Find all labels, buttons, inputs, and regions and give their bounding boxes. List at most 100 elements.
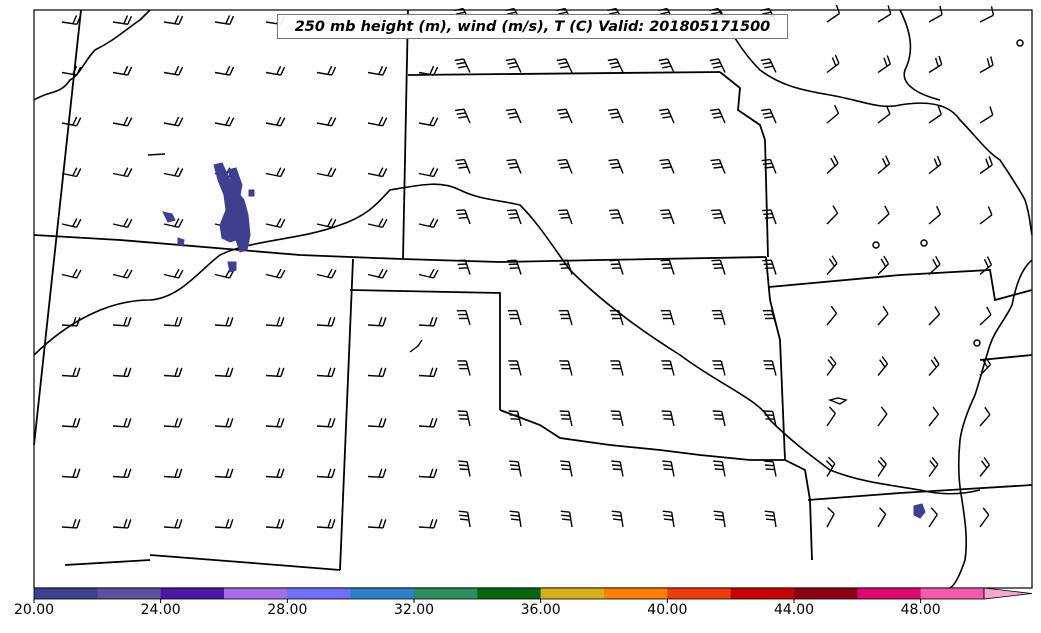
colorbar-segment bbox=[857, 588, 922, 599]
wind-barb bbox=[979, 306, 992, 326]
wind-barb bbox=[508, 360, 522, 376]
wind-barb bbox=[367, 268, 388, 279]
wind-barb bbox=[710, 158, 726, 174]
wind-barb bbox=[509, 460, 522, 477]
wind-barb bbox=[713, 510, 726, 528]
wind-barb bbox=[367, 65, 388, 76]
wind-barb bbox=[418, 367, 438, 378]
wind-barb bbox=[658, 58, 675, 73]
colorbar-segment bbox=[34, 588, 98, 599]
shading-blob bbox=[227, 261, 237, 273]
wind-barb bbox=[763, 360, 777, 376]
wind-barb bbox=[316, 268, 337, 279]
wind-barb bbox=[558, 309, 573, 326]
wind-barb bbox=[505, 58, 522, 73]
wind-barb bbox=[316, 167, 337, 178]
colorbar-segment bbox=[667, 588, 732, 599]
wind-barb bbox=[928, 507, 938, 528]
wind-barb bbox=[608, 158, 624, 174]
wind-barb bbox=[163, 468, 183, 479]
wind-barb bbox=[979, 206, 993, 225]
wind-barb bbox=[418, 316, 438, 327]
wind-barb bbox=[61, 367, 81, 378]
wind-barb bbox=[265, 417, 285, 428]
wind-barb bbox=[418, 116, 439, 127]
wind-barb bbox=[507, 259, 522, 275]
wind-barb bbox=[826, 205, 839, 225]
wind-barb bbox=[763, 410, 777, 427]
wind-barb bbox=[826, 54, 840, 74]
map-title: 250 mb height (m), wind (m/s), T (C) Val… bbox=[277, 14, 788, 39]
wind-barb bbox=[367, 518, 387, 529]
wind-barb bbox=[61, 167, 82, 178]
wind-barb bbox=[928, 5, 943, 23]
wind-barb bbox=[265, 316, 285, 327]
wind-barb bbox=[928, 406, 939, 427]
wind-barb bbox=[979, 406, 991, 427]
wind-barb bbox=[163, 167, 184, 178]
wind-barb bbox=[112, 15, 133, 25]
wind-barb bbox=[112, 167, 133, 178]
wind-barb bbox=[661, 360, 675, 376]
wind-barb bbox=[557, 209, 573, 225]
wind-barb bbox=[760, 58, 777, 73]
wind-barb bbox=[265, 367, 285, 378]
colorbar-tick-label: 44.00 bbox=[773, 602, 815, 618]
wind-barb bbox=[418, 518, 438, 529]
wind-barb bbox=[877, 55, 891, 74]
wind-barb bbox=[507, 309, 522, 326]
wind-barb bbox=[214, 367, 234, 378]
colorbar-segment bbox=[920, 588, 985, 599]
wind-barb bbox=[316, 417, 336, 428]
wind-barb bbox=[710, 209, 726, 225]
wind-barb bbox=[610, 410, 624, 427]
wind-barb bbox=[316, 367, 336, 378]
wind-barb bbox=[214, 15, 235, 25]
wind-barb bbox=[214, 316, 234, 327]
wind-barb bbox=[112, 468, 132, 479]
wind-barb bbox=[826, 406, 836, 427]
wind-barb bbox=[607, 108, 624, 124]
wind-barb bbox=[214, 116, 235, 127]
shading-blob bbox=[248, 189, 255, 197]
wind-barb bbox=[214, 518, 234, 529]
wind-barb bbox=[877, 406, 888, 427]
wind-barb bbox=[214, 468, 234, 479]
wind-barb bbox=[712, 410, 726, 427]
wind-barb bbox=[660, 309, 675, 326]
colorbar-segment bbox=[287, 588, 352, 599]
wind-barb bbox=[607, 58, 624, 73]
wind-barb bbox=[505, 108, 522, 124]
colorbar-tick-label: 24.00 bbox=[140, 602, 181, 618]
wind-barb bbox=[611, 510, 624, 528]
wind-barb bbox=[163, 15, 184, 25]
temperature-shading bbox=[162, 162, 926, 519]
wind-barb bbox=[265, 468, 285, 479]
wind-barb bbox=[112, 65, 133, 76]
wind-barb bbox=[61, 417, 81, 428]
colorbar-segment bbox=[414, 588, 478, 599]
wind-barb bbox=[928, 306, 941, 326]
wind-barb bbox=[112, 316, 132, 327]
wind-barb bbox=[979, 507, 990, 528]
wind-barb bbox=[163, 518, 183, 529]
wind-barb bbox=[826, 104, 840, 124]
wind-barb bbox=[764, 460, 777, 477]
wind-barb bbox=[556, 58, 573, 73]
wind-barb bbox=[928, 105, 942, 124]
wind-barb bbox=[112, 268, 133, 279]
wind-barb bbox=[265, 65, 286, 76]
wind-barb bbox=[877, 205, 890, 225]
wind-barb bbox=[61, 518, 81, 529]
wind-barb bbox=[826, 155, 839, 175]
wind-barb bbox=[61, 268, 82, 279]
shading-blob bbox=[913, 503, 926, 519]
wind-barb bbox=[367, 218, 388, 228]
colorbar-segment bbox=[730, 588, 795, 599]
wind-barb bbox=[713, 460, 726, 477]
wind-barb bbox=[163, 268, 184, 279]
wind-barb bbox=[458, 510, 471, 528]
wind-barb bbox=[979, 457, 990, 477]
wind-barb bbox=[454, 108, 471, 124]
wind-barb bbox=[877, 356, 889, 376]
